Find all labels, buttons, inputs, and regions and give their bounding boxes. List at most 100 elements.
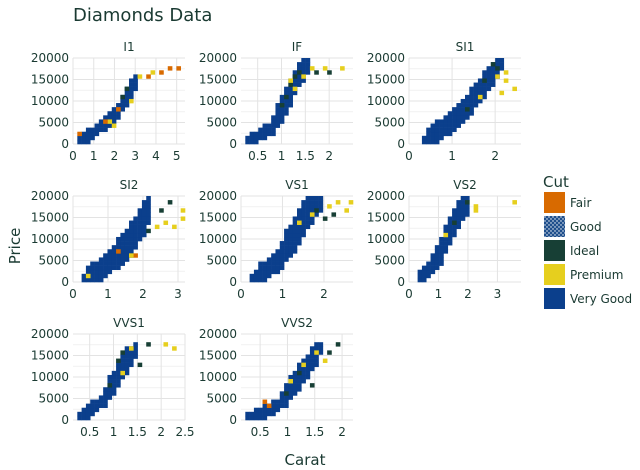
tile-very-good bbox=[141, 228, 147, 234]
tile-premium bbox=[163, 220, 169, 225]
tile-very-good bbox=[90, 135, 95, 141]
tile-very-good bbox=[482, 94, 487, 100]
y-tick-label: 10000 bbox=[367, 232, 405, 246]
y-tick-label: 5000 bbox=[206, 116, 237, 130]
tile-very-good bbox=[124, 232, 130, 238]
tile-very-good bbox=[284, 98, 289, 104]
tile-very-good bbox=[301, 62, 306, 67]
legend-label: Ideal bbox=[570, 244, 599, 258]
tile-very-good bbox=[137, 232, 143, 238]
tile-very-good bbox=[452, 208, 457, 213]
tile-very-good bbox=[258, 407, 263, 413]
x-tick-label: 0 bbox=[405, 287, 413, 301]
tile-very-good bbox=[452, 212, 457, 217]
tile-very-good bbox=[486, 66, 492, 71]
tile-very-good bbox=[258, 261, 263, 266]
legend-swatch-premium bbox=[544, 264, 565, 285]
tile-ideal bbox=[279, 103, 285, 108]
tile-premium bbox=[137, 74, 143, 79]
tile-very-good bbox=[460, 103, 466, 108]
tile-very-good bbox=[253, 411, 259, 417]
tile-very-good bbox=[253, 407, 259, 413]
tile-very-good bbox=[111, 107, 117, 112]
tile-very-good bbox=[443, 241, 449, 246]
tile-very-good bbox=[460, 119, 466, 124]
tile-very-good bbox=[301, 212, 306, 217]
tile-very-good bbox=[443, 123, 449, 128]
tile-very-good bbox=[279, 257, 285, 262]
tile-very-good bbox=[103, 123, 108, 128]
tile-fair bbox=[133, 253, 138, 258]
tile-very-good bbox=[271, 269, 276, 275]
tile-very-good bbox=[452, 127, 457, 133]
tile-very-good bbox=[90, 411, 95, 417]
tile-very-good bbox=[284, 253, 289, 258]
tile-very-good bbox=[120, 98, 125, 104]
tile-very-good bbox=[77, 139, 82, 145]
tile-very-good bbox=[137, 208, 143, 213]
tile-very-good bbox=[439, 127, 444, 133]
tile-very-good bbox=[314, 346, 319, 351]
y-axis-title: Price bbox=[6, 228, 24, 265]
tile-very-good bbox=[314, 358, 319, 363]
tile-very-good bbox=[305, 196, 311, 201]
tile-very-good bbox=[284, 86, 289, 92]
tile-very-good bbox=[94, 261, 100, 266]
tile-very-good bbox=[443, 119, 449, 124]
tile-very-good bbox=[482, 70, 487, 75]
tile-very-good bbox=[275, 103, 281, 108]
tile-very-good bbox=[262, 261, 268, 266]
tile-very-good bbox=[98, 261, 104, 266]
tile-very-good bbox=[439, 249, 444, 254]
tile-very-good bbox=[103, 403, 108, 409]
y-tick-label: 20000 bbox=[367, 51, 405, 65]
tile-very-good bbox=[141, 204, 147, 209]
tile-very-good bbox=[439, 123, 444, 128]
tile-very-good bbox=[245, 135, 250, 141]
tile-very-good bbox=[81, 273, 87, 279]
tile-very-good bbox=[460, 212, 466, 217]
tile-very-good bbox=[90, 399, 95, 404]
tile-very-good bbox=[137, 236, 143, 242]
tile-very-good bbox=[116, 370, 121, 376]
tile-ideal bbox=[137, 362, 143, 368]
tile-very-good bbox=[98, 399, 104, 404]
tile-very-good bbox=[456, 224, 461, 230]
tile-very-good bbox=[262, 403, 268, 409]
tile-very-good bbox=[124, 366, 130, 372]
tile-very-good bbox=[465, 115, 470, 120]
tile-very-good bbox=[253, 131, 259, 137]
tile-very-good bbox=[120, 249, 125, 254]
tile-very-good bbox=[81, 135, 87, 141]
tile-very-good bbox=[133, 78, 138, 83]
tile-ideal bbox=[120, 350, 125, 355]
tile-premium bbox=[309, 66, 315, 71]
tile-very-good bbox=[456, 220, 461, 225]
tile-very-good bbox=[141, 220, 147, 225]
tile-very-good bbox=[452, 228, 457, 234]
tile-very-good bbox=[253, 135, 259, 141]
y-tick-label: 0 bbox=[397, 137, 405, 151]
tile-very-good bbox=[129, 90, 134, 96]
facet-vvs2: VVS2 0 5000 10000 15000 20000 0.5 1 1.5 2 bbox=[199, 316, 353, 439]
tile-very-good bbox=[94, 277, 100, 283]
tile-very-good bbox=[262, 415, 268, 421]
tile-very-good bbox=[297, 66, 302, 71]
tile-very-good bbox=[271, 403, 276, 409]
tile-very-good bbox=[434, 261, 440, 266]
tile-ideal bbox=[309, 383, 315, 388]
x-tick-label: 0.5 bbox=[251, 425, 270, 439]
tile-very-good bbox=[133, 354, 138, 359]
tile-very-good bbox=[309, 204, 315, 209]
tile-very-good bbox=[107, 253, 113, 258]
tile-very-good bbox=[460, 111, 466, 116]
tile-very-good bbox=[292, 78, 298, 83]
tile-very-good bbox=[266, 131, 272, 137]
tile-very-good bbox=[297, 62, 302, 67]
tile-very-good bbox=[271, 257, 276, 262]
tile-very-good bbox=[98, 123, 104, 128]
tile-very-good bbox=[116, 362, 121, 368]
tile-very-good bbox=[98, 265, 104, 271]
tile-very-good bbox=[120, 366, 125, 372]
